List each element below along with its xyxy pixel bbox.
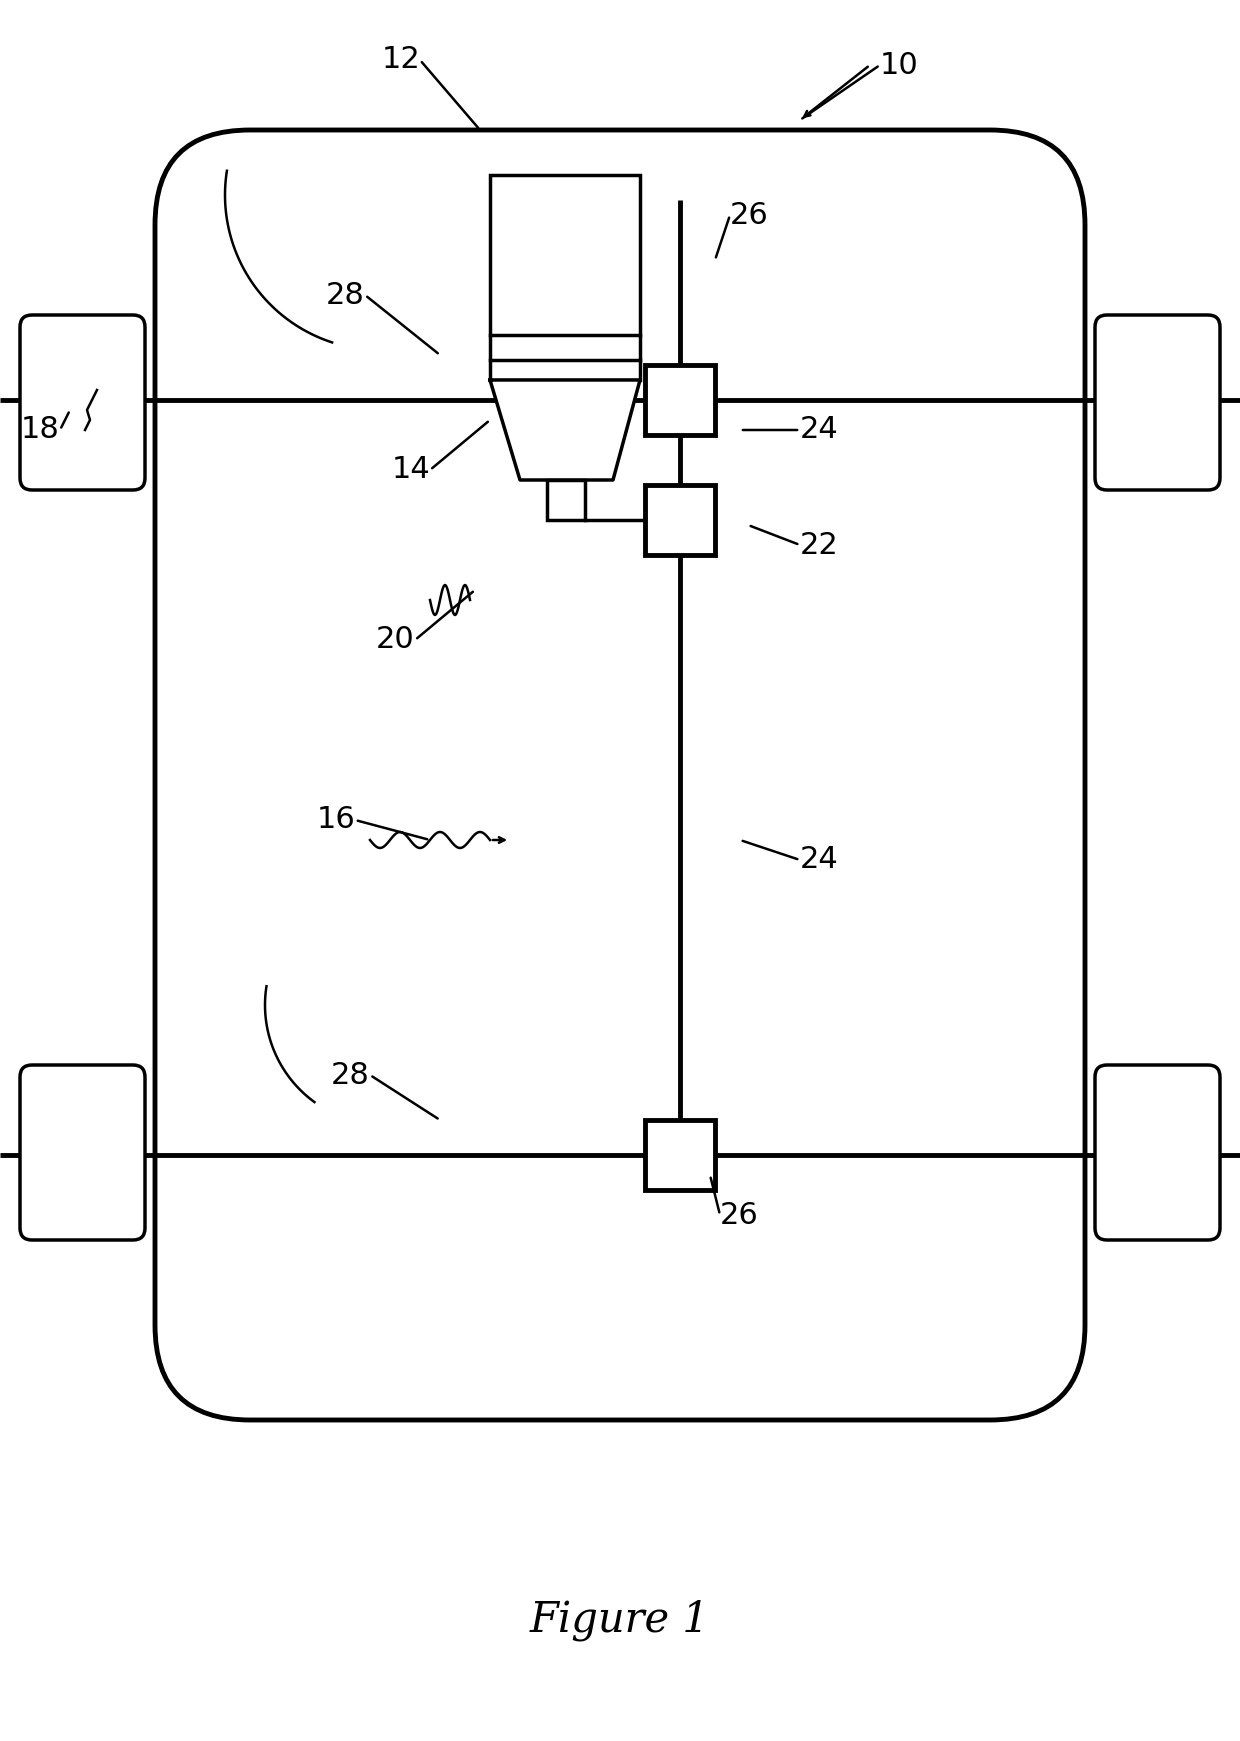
Text: 14: 14: [392, 456, 430, 484]
Bar: [645, 1119, 715, 1191]
Text: 28: 28: [331, 1060, 370, 1090]
FancyBboxPatch shape: [20, 1065, 145, 1240]
Bar: [645, 366, 715, 435]
Text: 24: 24: [800, 846, 838, 874]
Bar: [645, 486, 715, 555]
FancyBboxPatch shape: [155, 131, 1085, 1421]
Text: 10: 10: [880, 50, 919, 80]
Text: 20: 20: [376, 625, 415, 655]
FancyBboxPatch shape: [1095, 315, 1220, 489]
Bar: [490, 176, 640, 380]
Bar: [547, 481, 585, 521]
Polygon shape: [490, 380, 640, 481]
Text: 26: 26: [720, 1201, 759, 1229]
FancyBboxPatch shape: [1095, 1065, 1220, 1240]
Text: 18: 18: [21, 416, 60, 444]
Text: 16: 16: [316, 806, 355, 834]
Text: 12: 12: [381, 45, 420, 75]
Text: Figure 1: Figure 1: [529, 1598, 711, 1642]
FancyBboxPatch shape: [20, 315, 145, 489]
Text: 22: 22: [800, 531, 838, 559]
Text: 28: 28: [326, 280, 365, 310]
Text: 26: 26: [730, 200, 769, 230]
Text: 24: 24: [800, 416, 838, 444]
